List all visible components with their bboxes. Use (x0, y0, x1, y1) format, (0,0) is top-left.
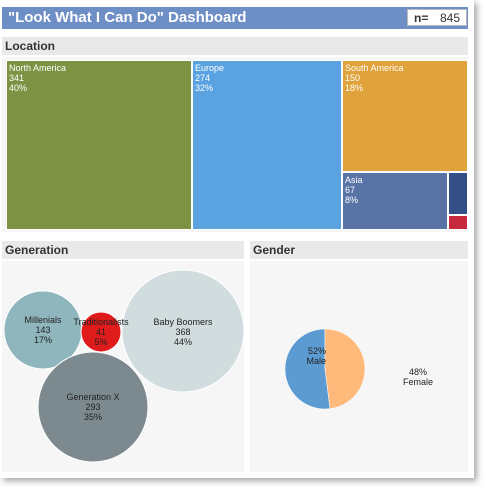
generation-panel: Millenials 143 17% Traditionalists 41 5%… (2, 261, 244, 472)
treemap-tile-europe[interactable]: Europe 274 32% (192, 60, 342, 230)
bubble-generation-x[interactable] (37, 351, 149, 463)
gender-heading: Gender (250, 241, 468, 259)
treemap-tile-north-america[interactable]: North America 341 40% (6, 60, 192, 230)
pie-slice-male[interactable] (284, 328, 331, 410)
tile-count: 150 (345, 73, 361, 83)
treemap-tile-south-america[interactable]: South America 150 18% (342, 60, 468, 172)
pie-slice-female[interactable] (324, 328, 366, 409)
tile-count: 341 (9, 73, 25, 83)
tile-percent: 18% (345, 83, 364, 93)
sample-size-value: 845 (439, 11, 460, 25)
pie-chart (284, 328, 366, 410)
tile-name: Europe (195, 63, 225, 73)
treemap-tile-small-red[interactable] (448, 215, 468, 230)
bubble-chart (3, 269, 244, 463)
gender-panel: 52% Male 48% Female (250, 261, 468, 472)
bubble-label-generation-x: Generation X 293 35% (66, 392, 120, 422)
tile-percent: 40% (9, 83, 28, 93)
tile-name: North America (9, 63, 67, 73)
tile-name: Asia (345, 175, 363, 185)
treemap-tile-small-blue[interactable] (448, 172, 468, 215)
tile-count: 274 (195, 73, 211, 83)
location-heading-label: Location (5, 39, 55, 53)
location-heading: Location (2, 37, 468, 55)
location-panel: North America 341 40% Europe 274 32% Sou… (2, 57, 468, 232)
title-bar: "Look What I Can Do" Dashboard n= 845 (2, 7, 468, 29)
gender-heading-label: Gender (253, 243, 296, 257)
tile-name: South America (345, 63, 404, 73)
tile-count: 67 (345, 185, 356, 195)
treemap-tile-asia[interactable]: Asia 67 8% (342, 172, 448, 230)
bubble-label-baby-boomers: Baby Boomers 368 44% (153, 317, 213, 347)
bubble-baby-boomers[interactable] (121, 269, 244, 393)
sample-size-box: n= 845 (407, 9, 467, 26)
pie-label-female: 48% Female (402, 367, 433, 387)
bubble-traditionalists[interactable] (80, 311, 122, 353)
bubble-label-traditionalists: Traditionalists 41 5% (73, 317, 129, 347)
pie-label-male: 52% Male (306, 346, 326, 366)
generation-heading: Generation (2, 241, 244, 259)
dashboard-frame: "Look What I Can Do" Dashboard n= 845 Lo… (2, 7, 468, 472)
tile-percent: 8% (345, 195, 359, 205)
bubble-label-millenials: Millenials 143 17% (24, 315, 62, 345)
dashboard-title: "Look What I Can Do" Dashboard (8, 9, 247, 26)
sample-size-label: n= (414, 11, 429, 25)
tile-percent: 32% (195, 83, 214, 93)
generation-heading-label: Generation (5, 243, 69, 257)
